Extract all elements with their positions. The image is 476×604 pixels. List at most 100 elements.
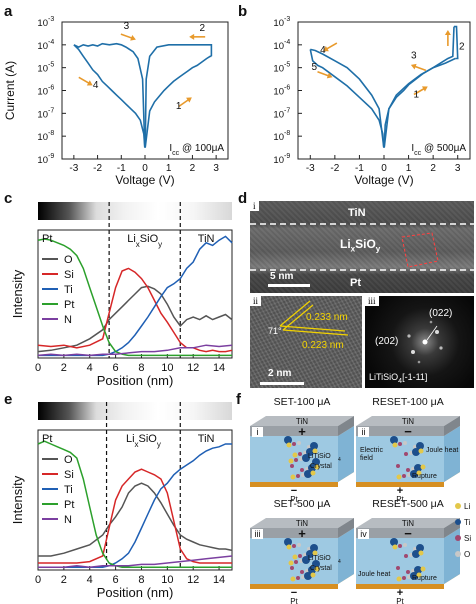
electric-field-label-2: field: [360, 455, 373, 462]
pt-label: Pt: [290, 495, 298, 504]
legend-dot-Si: [455, 535, 461, 541]
atom: [398, 544, 402, 548]
atom: [420, 464, 426, 470]
fft-image-iii: iii (022) (202) LiTiSiO4[-1-11]: [365, 296, 474, 388]
legend-label-N: N: [64, 314, 72, 326]
arrow-label-2: 2: [459, 41, 465, 52]
legend-label-Si: Si: [464, 534, 471, 543]
y-tick-exponent: -3: [284, 16, 290, 23]
x-tick-label: -1: [117, 163, 126, 174]
atom: [284, 436, 292, 444]
roman-badge: [252, 529, 263, 539]
atom: [286, 544, 292, 550]
arrow-label-4: 4: [320, 45, 326, 56]
x-tick-label: 0: [35, 362, 41, 374]
y-tick-exponent: -5: [48, 62, 54, 69]
fft-overlay-iii: [407, 320, 443, 364]
atom: [390, 538, 398, 546]
roman-label: ii: [362, 427, 366, 437]
panel-label-e: e: [4, 391, 13, 408]
y-tick-exponent: -8: [48, 130, 54, 137]
iv-series-1: [383, 26, 455, 148]
sweep-arrow: [78, 76, 93, 86]
atom: [298, 554, 302, 558]
x-tick-label: 0: [35, 574, 41, 586]
tin-front: [250, 426, 338, 436]
atom: [308, 464, 316, 472]
y-tick-label: 10: [37, 87, 48, 98]
x-tick-label: 10: [161, 362, 173, 374]
atom: [403, 441, 407, 445]
arrow-label-2: 2: [200, 23, 206, 34]
legend-label-Pt: Pt: [64, 499, 74, 511]
region-label-lisio: LixSiOy: [127, 233, 162, 249]
atom: [412, 550, 420, 558]
atom: [410, 470, 418, 478]
y-tick-exponent: -6: [284, 85, 290, 92]
y-tick-label: 10: [37, 132, 48, 143]
top-polarity: −: [404, 424, 412, 439]
tem-overlay-i: [250, 223, 474, 287]
iv-series-2: [454, 25, 459, 60]
legend-dot-Li: [455, 503, 461, 509]
crystal-word: Crystal: [310, 565, 332, 572]
iv-chart-100ua: -3 -2 -1 0 1 2 310-910-810-710-610-510-410 -3Vo…: [3, 16, 229, 187]
roman-badge: [252, 427, 263, 437]
tem-roman-i: i: [250, 201, 259, 211]
atom: [396, 576, 402, 582]
cell-title: RESET-500 μA: [372, 498, 443, 510]
joule-heat-label: Joule heat: [426, 447, 458, 454]
tem-overlay-ii: [260, 300, 349, 385]
atom: [402, 474, 406, 478]
series-Pt: [37, 440, 232, 568]
series-Si: [38, 468, 232, 564]
atom: [292, 544, 296, 548]
oxide-side: [338, 426, 354, 482]
legend-label-O: O: [64, 254, 73, 266]
pt-layer-front: [250, 584, 338, 589]
atom: [402, 576, 406, 580]
pt-label: Pt: [396, 495, 404, 504]
atom: [298, 452, 302, 456]
eds-line-profile-c: 0 2 4 6 8 10 12 14 Position (nm) Intensity Pt LixSi…: [10, 202, 233, 388]
pt-label: Pt: [290, 597, 298, 604]
y-axis-label: Current (A): [3, 61, 17, 120]
atom: [416, 572, 422, 578]
sweep-arrow: [317, 71, 333, 79]
fft-zone-axis: LiTiSiO4[-1-11]: [369, 372, 428, 385]
x-axis-label: Position (nm): [97, 373, 174, 388]
atom: [296, 474, 300, 478]
y-tick-label: 10: [37, 18, 48, 29]
atom: [304, 572, 312, 580]
x-tick-label: -1: [355, 163, 364, 174]
y-tick-exponent: -8: [284, 130, 290, 137]
electric-field-label: Electric: [360, 447, 383, 454]
tem-angle: 71°: [268, 326, 282, 336]
tem-label-pt: Pt: [350, 277, 361, 289]
atom: [312, 560, 320, 568]
x-tick-label: 0: [381, 163, 387, 174]
atom: [310, 442, 318, 450]
x-tick-label: -2: [93, 163, 102, 174]
tin-top: [356, 518, 460, 528]
iv-chart-500ua: -3 -2 -1 0 1 2 310-910-810-710-610-510-410 -3Vo…: [273, 16, 471, 187]
tem-spacing-1: 0.233 nm: [306, 312, 348, 323]
legend-dot-O: [455, 551, 461, 557]
region-label-pt: Pt: [42, 233, 52, 245]
atom: [406, 468, 410, 472]
tem-image-i: i TiN LixSiOy 5 nm Pt: [250, 201, 474, 293]
tem-scale-5nm: 5 nm: [270, 271, 294, 282]
y-axis-label: Intensity: [10, 475, 25, 524]
region-label-tin: TiN: [198, 433, 215, 445]
oxide-side: [444, 426, 460, 482]
pt-label: Pt: [396, 597, 404, 604]
y-axis-label: Intensity: [10, 269, 25, 318]
x-tick-label: -3: [69, 163, 78, 174]
atom: [292, 452, 298, 458]
y-tick-exponent: -9: [284, 153, 290, 160]
y-tick-exponent: -7: [284, 107, 290, 114]
atom: [297, 441, 301, 445]
